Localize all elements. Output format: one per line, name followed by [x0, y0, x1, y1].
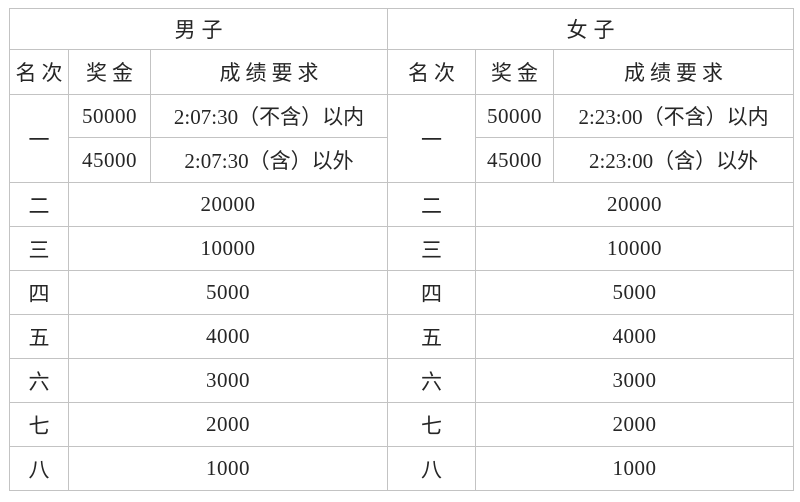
men-prize-7: 2000 [67, 402, 389, 447]
men-rank-8: 八 [9, 446, 69, 491]
women-rank-5: 五 [387, 314, 477, 359]
men-requirement-header: 成绩要求 [149, 49, 389, 95]
women-rank-8: 八 [387, 446, 477, 491]
women-rank-header: 名次 [387, 49, 477, 95]
men-rank-7: 七 [9, 402, 69, 447]
rank-6-row: 六 3000 六 3000 [9, 358, 795, 403]
women-prize-4: 5000 [475, 270, 795, 315]
men-section-header: 男子 [8, 8, 389, 50]
women-first-tier2-prize: 45000 [475, 137, 555, 183]
prize-table: 男子 女子 名次 奖金 成绩要求 名次 奖金 成绩要求 一 50000 2:07… [8, 8, 795, 491]
women-prize-5: 4000 [475, 314, 795, 359]
men-prize-2: 20000 [67, 182, 389, 227]
women-prize-3: 10000 [475, 226, 795, 271]
women-prize-2: 20000 [475, 182, 795, 227]
first-place-tier1-row: 一 50000 2:07:30（不含）以内 一 50000 2:23:00（不含… [9, 94, 795, 183]
women-prize-6: 3000 [475, 358, 795, 403]
men-prize-8: 1000 [67, 446, 389, 491]
men-prize-5: 4000 [67, 314, 389, 359]
women-section-header: 女子 [387, 8, 795, 50]
men-prize-header: 奖金 [68, 49, 151, 95]
men-first-tier2-requirement: 2:07:30（含）以外 [149, 137, 389, 183]
men-prize-3: 10000 [67, 226, 389, 271]
rank-4-row: 四 5000 四 5000 [9, 270, 795, 315]
women-first-tier1-prize: 50000 [475, 94, 555, 138]
women-rank-2: 二 [387, 182, 477, 227]
men-rank-6: 六 [9, 358, 69, 403]
men-rank-header: 名次 [9, 49, 69, 95]
women-rank-7: 七 [387, 402, 477, 447]
men-first-tier1-prize: 50000 [68, 94, 151, 138]
women-first-rank: 一 [387, 94, 477, 183]
women-first-tier1-requirement: 2:23:00（不含）以内 [553, 94, 795, 138]
men-rank-4: 四 [9, 270, 69, 315]
men-prize-4: 5000 [67, 270, 389, 315]
rank-8-row: 八 1000 八 1000 [9, 446, 795, 491]
men-rank-5: 五 [9, 314, 69, 359]
men-first-rank: 一 [9, 94, 69, 183]
women-first-tier2-requirement: 2:23:00（含）以外 [553, 137, 795, 183]
men-first-tier1-requirement: 2:07:30（不含）以内 [149, 94, 389, 138]
women-rank-4: 四 [387, 270, 477, 315]
men-first-tier2-prize: 45000 [68, 137, 151, 183]
gender-header-row: 男子 女子 [8, 8, 795, 50]
rank-7-row: 七 2000 七 2000 [9, 402, 795, 447]
men-rank-2: 二 [9, 182, 69, 227]
women-prize-8: 1000 [475, 446, 795, 491]
rank-5-row: 五 4000 五 4000 [9, 314, 795, 359]
women-prize-header: 奖金 [475, 49, 555, 95]
women-rank-3: 三 [387, 226, 477, 271]
women-rank-6: 六 [387, 358, 477, 403]
rank-2-row: 二 20000 二 20000 [9, 182, 795, 227]
men-rank-3: 三 [9, 226, 69, 271]
women-prize-7: 2000 [475, 402, 795, 447]
column-header-row: 名次 奖金 成绩要求 名次 奖金 成绩要求 [9, 49, 795, 95]
rank-3-row: 三 10000 三 10000 [9, 226, 795, 271]
women-requirement-header: 成绩要求 [553, 49, 795, 95]
men-prize-6: 3000 [67, 358, 389, 403]
